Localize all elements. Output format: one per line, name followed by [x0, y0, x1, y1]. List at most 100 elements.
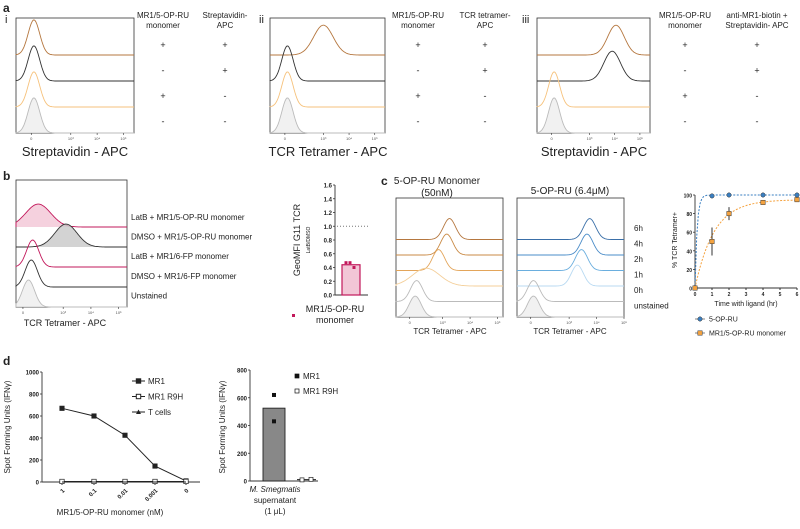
c-title1-l2: (50nM)	[421, 188, 453, 199]
c-line-ytick-label: 60	[686, 231, 692, 237]
a-ii-tick-label: 10⁵	[372, 136, 378, 141]
a-iii-column-header: MR1/5-OP-RU	[659, 11, 711, 20]
c-5oprU-curve	[517, 264, 624, 287]
d-bar-xlabel: supernatant	[254, 496, 297, 505]
a-iii-row-value: +	[682, 91, 687, 101]
d-line-xtick-label: 0.1	[88, 488, 99, 499]
c-line-ytick-label: 100	[684, 194, 693, 200]
panel-label-d: d	[3, 354, 10, 368]
a-ii-column-header: MR1/5-OP-RU	[392, 11, 444, 20]
d-bar-legend-label: MR1	[303, 372, 320, 381]
a-i-curve-fill	[16, 97, 134, 133]
b-bar-point	[348, 261, 352, 265]
d-bar-legend-marker	[294, 373, 300, 379]
a-i-row-value: -	[224, 91, 227, 101]
a-i-row-value: -	[162, 117, 165, 127]
a-iii-curve	[536, 97, 650, 134]
subpanel-i: i	[5, 14, 7, 26]
b-curve	[15, 259, 127, 288]
a-ii-tick-label: 10⁴	[346, 136, 352, 141]
d-bar-ytick-label: 200	[237, 452, 248, 458]
a-iii-curve	[537, 24, 650, 56]
a-i-column-header: monomer	[146, 21, 180, 30]
c-time-label: 1h	[634, 271, 643, 280]
c-time-label: 6h	[634, 224, 643, 233]
c-monomer-curve	[395, 295, 503, 318]
b-bar-ytick-label: 0.8	[324, 239, 333, 245]
b-tick-label: 10⁵	[116, 310, 122, 315]
subpanel-ii: ii	[259, 14, 264, 26]
a-ii-row-value: -	[417, 66, 420, 76]
b-bar-ylabel: GeoMFI G11 TCR	[292, 203, 302, 276]
c-xlabel-2: TCR Tetramer - APC	[533, 327, 606, 336]
a-ii-row-value: -	[417, 117, 420, 127]
c-time-label: 2h	[634, 255, 643, 264]
c-line-fit-0	[694, 194, 797, 289]
a-ii-curve	[269, 97, 385, 134]
b-row-label: LatB + MR1/6-FP monomer	[131, 252, 229, 261]
c-time-label: unstained	[634, 302, 669, 311]
d-line-ytick-label: 0	[36, 481, 40, 487]
d-legend-marker	[136, 409, 141, 414]
c-line-point	[760, 199, 766, 205]
d-bar-point	[272, 419, 276, 424]
b-row-label: DMSO + MR1/6-FP monomer	[131, 272, 237, 281]
c-5oprU-curve-fill	[517, 296, 624, 317]
d-line-ytick-label: 800	[29, 393, 40, 399]
a-iii-tick-label: 0	[551, 136, 554, 141]
a-i-curve	[15, 97, 134, 134]
d-line-point	[59, 478, 65, 485]
panel-label-a: a	[3, 1, 10, 15]
d-line-point	[183, 478, 189, 485]
b-bar-ytick-label: 0.6	[324, 252, 333, 258]
c-5oprU-curve	[516, 280, 624, 302]
b-bar-ytick-label: 1.2	[324, 211, 333, 217]
b-curve-fill	[16, 224, 127, 247]
b-bar-ylabel-sub: LatB/DMSO	[306, 227, 312, 254]
d-line-point	[122, 478, 128, 485]
b-legend-marker	[292, 314, 295, 317]
a-iii-curve-fill	[537, 97, 650, 133]
b-curve	[15, 279, 127, 308]
d-legend-marker	[135, 378, 142, 384]
c-line-xtick-label: 4	[762, 292, 765, 298]
a-ii-row-value: +	[482, 66, 487, 76]
c-line-point	[726, 211, 732, 217]
d-line-xtick-label: 0	[184, 488, 191, 495]
c-line-point	[794, 192, 800, 198]
b-row-label: Unstained	[131, 291, 167, 300]
b-bar-ytick-label: 0.0	[324, 294, 333, 300]
a-iii-column-header: Streptavidin- APC	[725, 21, 788, 30]
d-bar-xlabel: (1 μL)	[264, 507, 285, 516]
a-i-tick-label: 10⁴	[94, 136, 100, 141]
c-5oprU-tick-label: 0	[530, 320, 533, 325]
d-line-point	[91, 413, 97, 419]
a-i-tick-label: 10³	[68, 136, 74, 141]
d-legend-marker	[135, 393, 142, 400]
c-line-xtick-label: 6	[796, 292, 799, 298]
c-monomer-curve	[395, 267, 503, 287]
a-iii-row-value: +	[754, 40, 759, 50]
d-line-xtick-label: 0.01	[117, 488, 130, 501]
d-line-point	[59, 405, 65, 411]
c-line-xtick-label: 3	[745, 292, 748, 298]
c-xlabel-1: TCR Tetramer - APC	[413, 327, 486, 336]
c-line-xtick-label: 1	[711, 292, 714, 298]
b-bar-ytick-label: 0.2	[324, 280, 333, 286]
c-line-xlabel: Time with ligand (hr)	[714, 301, 777, 308]
c-monomer-tick-label: 10³	[440, 320, 446, 325]
d-line-ylabel: Spot Forming Units (IFNγ)	[3, 380, 12, 473]
c-monomer-curve	[396, 233, 503, 256]
c-monomer-tick-label: 10⁴	[467, 320, 473, 325]
a-i-xlabel: Streptavidin - APC	[22, 144, 128, 159]
c-5oprU-curve	[517, 233, 624, 256]
d-line-ytick-label: 400	[29, 437, 40, 443]
a-i-row-value: +	[222, 40, 227, 50]
a-i-curve	[15, 71, 134, 108]
d-bar-legend-marker	[294, 388, 300, 394]
c-monomer-tick-label: 0	[409, 320, 412, 325]
c-monomer-curve	[396, 249, 503, 271]
c-monomer-curve	[396, 218, 503, 240]
subpanel-iii: iii	[522, 14, 529, 26]
